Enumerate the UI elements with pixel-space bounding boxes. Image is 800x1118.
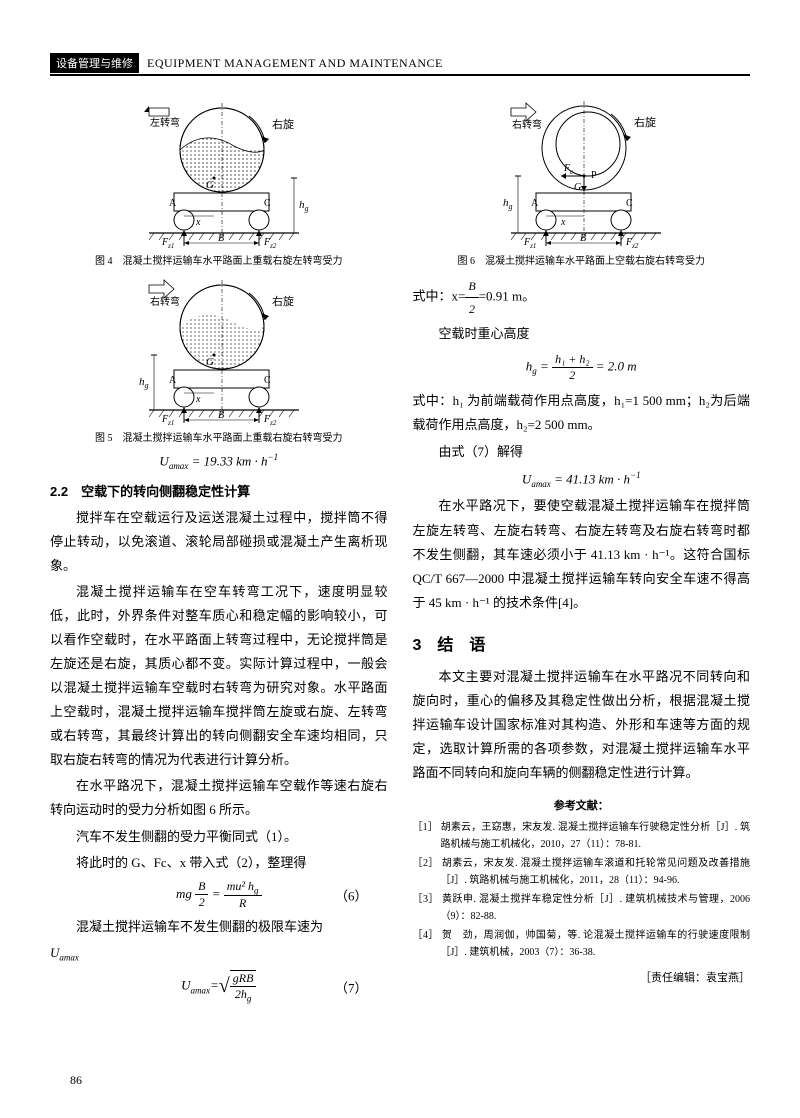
fig5-svg: 右旋 右转弯 G hg A C Fz1 Fz2 x bbox=[114, 275, 324, 425]
svg-text:G: G bbox=[206, 179, 214, 191]
svg-text:C: C bbox=[264, 375, 271, 386]
para-8: 本文主要对混凝土搅拌运输车在水平路况不同转向和旋向时，重心的偏移及其稳定性做出分… bbox=[413, 665, 751, 785]
fig6-caption: 图 6 混凝土搅拌运输车水平路面上空载右旋右转弯受力 bbox=[458, 252, 706, 267]
svg-text:右转弯: 右转弯 bbox=[512, 118, 542, 131]
formula-eq7: Uamax=√gRB2hg （7） bbox=[70, 970, 368, 1003]
svg-text:x: x bbox=[195, 217, 201, 228]
para-6: 混凝土搅拌运输车不发生侧翻的极限车速为 bbox=[50, 915, 388, 939]
figure-5: 右旋 右转弯 G hg A C Fz1 Fz2 x bbox=[50, 275, 388, 444]
svg-text:hg: hg bbox=[299, 199, 309, 213]
svg-text:G: G bbox=[574, 182, 581, 193]
hg-label: 空载时重心高度 bbox=[413, 322, 751, 346]
formula-uamax-2: Uamax = 41.13 km · h−1 bbox=[413, 470, 751, 489]
svg-text:B: B bbox=[218, 410, 224, 421]
svg-text:B: B bbox=[218, 233, 224, 244]
header-tag: 设备管理与维修 bbox=[50, 53, 139, 73]
para-3: 在水平路况下，混凝土搅拌运输车空载作等速右旋右转向运动时的受力分析如图 6 所示… bbox=[50, 774, 388, 822]
content-area: 右旋 左转弯 G hg A C Fz1 bbox=[50, 90, 750, 1008]
figure-6: 右旋 右转弯 P Fc G hg A C bbox=[413, 98, 751, 267]
formula-uamax-1: Uamax = 19.33 km · h−1 bbox=[50, 452, 388, 471]
svg-text:B: B bbox=[580, 233, 586, 244]
svg-text:Fz2: Fz2 bbox=[263, 237, 277, 248]
ref-1: ［1］ 胡素云，王窈惠，宋友发. 混凝土搅拌运输车行驶稳定性分析［J］. 筑路机… bbox=[413, 819, 751, 853]
svg-text:右转弯: 右转弯 bbox=[150, 295, 180, 308]
section-2-2: 2.2 空载下的转向侧翻稳定性计算 bbox=[50, 481, 388, 500]
ref-4: ［4］ 贺 劲，周润伽，帅国菊，等. 论混凝土搅拌运输车的行驶速度限制［J］. … bbox=[413, 927, 751, 961]
page-header: 设备管理与维修 EQUIPMENT MANAGEMENT AND MAINTEN… bbox=[50, 52, 750, 74]
x-equation: 式中：x=B2=0.91 m。 bbox=[413, 275, 751, 320]
fig4-svg: 右旋 左转弯 G hg A C Fz1 bbox=[114, 98, 324, 248]
fig4-caption: 图 4 混凝土搅拌运输车水平路面上重载右旋左转弯受力 bbox=[95, 252, 343, 267]
para-6-suffix: Uamax bbox=[50, 941, 388, 966]
svg-text:Fz1: Fz1 bbox=[161, 237, 174, 248]
svg-text:C: C bbox=[264, 198, 271, 209]
svg-text:x: x bbox=[560, 217, 566, 228]
svg-text:Fz1: Fz1 bbox=[161, 414, 174, 425]
para-7: 在水平路况下，要使空载混凝土搅拌运输车在搅拌筒左旋左转弯、左旋右转弯、右旋左转弯… bbox=[413, 494, 751, 614]
svg-text:P: P bbox=[591, 170, 597, 181]
ref-3: ［3］ 黄跃申. 混凝土搅拌车稳定性分析［J］. 建筑机械技术与管理，2006（… bbox=[413, 891, 751, 925]
svg-text:左转弯: 左转弯 bbox=[150, 116, 180, 129]
para-2: 混凝土搅拌运输车在空车转弯工况下，速度明显较低，此时，外界条件对整车质心和稳定幅… bbox=[50, 580, 388, 772]
para-4: 汽车不发生侧翻的受力平衡同式（1）。 bbox=[50, 825, 388, 849]
page-number: 86 bbox=[70, 1073, 82, 1088]
section-3: 3 结 语 bbox=[413, 631, 751, 655]
svg-text:hg: hg bbox=[503, 197, 513, 211]
svg-text:右旋: 右旋 bbox=[272, 294, 294, 308]
para-5: 将此时的 G、Fc、x 带入式（2），整理得 bbox=[50, 851, 388, 875]
right-column: 右旋 右转弯 P Fc G hg A C bbox=[413, 90, 751, 1008]
svg-text:Fz1: Fz1 bbox=[523, 237, 536, 248]
svg-text:Fz2: Fz2 bbox=[625, 237, 639, 248]
header-title: EQUIPMENT MANAGEMENT AND MAINTENANCE bbox=[147, 56, 443, 71]
ref-2: ［2］ 胡素云，宋友发. 混凝土搅拌运输车滚道和托轮常见问题及改善措施［J］. … bbox=[413, 855, 751, 889]
fig5-caption: 图 5 混凝土搅拌运输车水平路面上重载右旋右转弯受力 bbox=[95, 429, 343, 444]
svg-text:C: C bbox=[626, 198, 633, 209]
svg-text:x: x bbox=[195, 394, 201, 405]
eq7-solve: 由式（7）解得 bbox=[413, 440, 751, 464]
svg-text:A: A bbox=[169, 375, 177, 386]
svg-text:A: A bbox=[531, 198, 539, 209]
svg-text:G: G bbox=[206, 356, 214, 368]
fig6-svg: 右旋 右转弯 P Fc G hg A C bbox=[476, 98, 686, 248]
left-column: 右旋 左转弯 G hg A C Fz1 bbox=[50, 90, 388, 1008]
formula-eq6: mg B2 = mu² hgR （6） bbox=[70, 879, 368, 911]
svg-text:右旋: 右旋 bbox=[634, 115, 656, 129]
svg-text:右旋: 右旋 bbox=[272, 117, 294, 131]
figure-4: 右旋 左转弯 G hg A C Fz1 bbox=[50, 98, 388, 267]
header-rule bbox=[50, 74, 750, 76]
para-1: 搅拌车在空载运行及运送混凝土过程中，搅拌筒不得停止转动，以免滚道、滚轮局部碰损或… bbox=[50, 506, 388, 578]
hg-equation: hg = h₁ + h₂2 = 2.0 m bbox=[413, 352, 751, 383]
references-heading: 参考文献： bbox=[413, 797, 751, 813]
svg-text:Fz2: Fz2 bbox=[263, 414, 277, 425]
svg-text:hg: hg bbox=[139, 376, 149, 390]
editor-credit: ［责任编辑：袁宝燕］ bbox=[413, 969, 751, 985]
h1h2-line: 式中：h₁ 为前端载荷作用点高度，h₁=1 500 mm；h₂为后端载荷作用点高… bbox=[413, 389, 751, 437]
svg-text:A: A bbox=[169, 198, 177, 209]
